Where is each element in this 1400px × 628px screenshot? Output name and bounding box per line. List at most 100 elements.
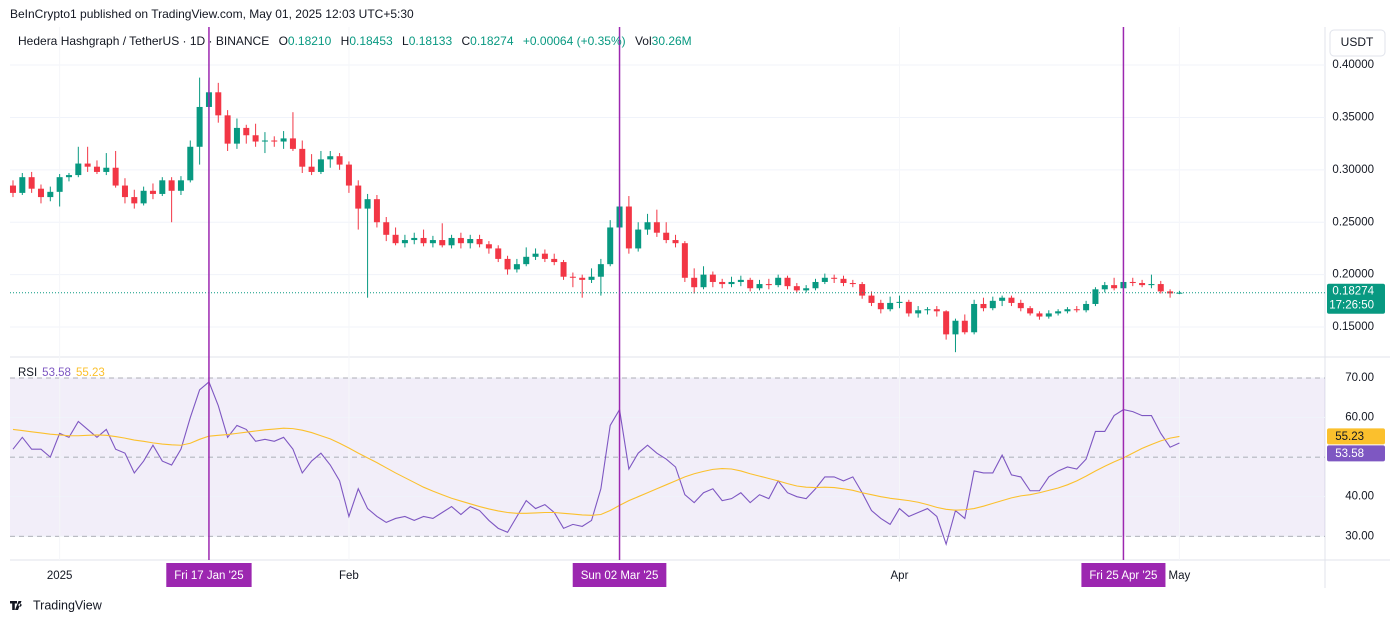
x-tick-label: May bbox=[1169, 570, 1191, 582]
candle-body bbox=[37, 188, 44, 198]
candle-body bbox=[233, 127, 240, 144]
candle-body bbox=[728, 281, 735, 285]
candle-body bbox=[383, 222, 390, 235]
candle-body bbox=[971, 303, 978, 333]
y-tick-label: 40.00 bbox=[1345, 491, 1374, 503]
y-tick-label: 30.00 bbox=[1345, 530, 1374, 542]
candle-body bbox=[308, 166, 315, 172]
y-tick-label: 0.15000 bbox=[1332, 321, 1374, 333]
rsi-value-label: 53.58 bbox=[1335, 448, 1364, 460]
legend-value: 0.18274 bbox=[470, 34, 514, 48]
candle-body bbox=[317, 159, 324, 172]
candle-body bbox=[1008, 297, 1015, 303]
candle-body bbox=[915, 310, 922, 314]
candle-body bbox=[513, 264, 520, 270]
candle-body bbox=[523, 256, 530, 265]
rsi-line bbox=[12, 381, 1180, 547]
candle-body bbox=[821, 277, 828, 282]
candle-body bbox=[271, 140, 278, 142]
candle-body bbox=[56, 177, 63, 192]
candle-body bbox=[691, 277, 698, 288]
candle-body bbox=[532, 253, 539, 257]
rsi-legend-value: 53.58 bbox=[42, 367, 71, 379]
candle-body bbox=[681, 243, 688, 278]
candle-body bbox=[485, 244, 492, 249]
candle-body bbox=[420, 237, 427, 244]
candle-body bbox=[289, 138, 296, 149]
legend-value: 0.18210 bbox=[288, 34, 332, 48]
candle-body bbox=[364, 199, 371, 209]
candle-body bbox=[196, 106, 203, 147]
candle-body bbox=[327, 156, 334, 160]
candle-body bbox=[1167, 291, 1174, 294]
candle-body bbox=[9, 185, 16, 193]
candle-body bbox=[700, 274, 707, 288]
candle-body bbox=[999, 297, 1006, 301]
candle-body bbox=[1055, 311, 1062, 314]
candle-body bbox=[952, 320, 959, 335]
candle-body bbox=[849, 283, 856, 285]
candle-body bbox=[709, 274, 716, 282]
candle-body bbox=[663, 232, 670, 241]
candle-body bbox=[840, 278, 847, 284]
candle-body bbox=[168, 180, 175, 191]
candle-body bbox=[476, 239, 483, 245]
candle-body bbox=[131, 197, 138, 204]
candle-body bbox=[495, 248, 502, 259]
legend-key: H bbox=[341, 34, 350, 48]
candle-body bbox=[65, 175, 72, 178]
legend-value: 0.18453 bbox=[349, 34, 393, 48]
y-tick-label: 0.40000 bbox=[1332, 59, 1374, 71]
candle-body bbox=[859, 284, 866, 296]
x-tick-label: 2025 bbox=[47, 570, 73, 582]
candle-body bbox=[439, 240, 446, 246]
rsi-legend-value: 55.23 bbox=[76, 367, 105, 379]
footer-logo: TradingView bbox=[10, 598, 103, 612]
candle-body bbox=[299, 148, 306, 167]
candle-body bbox=[793, 286, 800, 291]
marker-label-box bbox=[572, 563, 667, 587]
rsi-line bbox=[12, 427, 1180, 516]
currency-button[interactable] bbox=[1329, 29, 1386, 57]
candle-body bbox=[588, 276, 595, 280]
candle-body bbox=[812, 281, 819, 289]
y-tick-label: 0.20000 bbox=[1332, 269, 1374, 281]
marker-label-box bbox=[1081, 563, 1166, 587]
currency-label[interactable]: USDT bbox=[1341, 35, 1374, 49]
candle-body bbox=[1139, 283, 1146, 286]
candle-body bbox=[392, 234, 399, 244]
candle-body bbox=[401, 240, 408, 244]
candle-body bbox=[1157, 284, 1164, 292]
candle-body bbox=[103, 167, 110, 172]
candle-body bbox=[177, 180, 184, 191]
candle-body bbox=[121, 185, 128, 198]
candle-body bbox=[775, 277, 782, 286]
candle-body bbox=[448, 237, 455, 246]
candle-body bbox=[784, 277, 791, 287]
candle-body bbox=[261, 140, 268, 142]
candle-body bbox=[719, 281, 726, 285]
countdown-label: 17:26:50 bbox=[1329, 300, 1374, 312]
candle-body bbox=[961, 320, 968, 333]
candle-body bbox=[579, 277, 586, 280]
candle-body bbox=[429, 240, 436, 244]
candle-body bbox=[215, 92, 222, 116]
last-price-label: 0.18274 bbox=[1332, 286, 1374, 298]
candle-body bbox=[467, 239, 474, 244]
candle-body bbox=[1027, 308, 1034, 314]
candle-body bbox=[635, 229, 642, 249]
candle-body bbox=[224, 115, 231, 144]
candle-body bbox=[243, 127, 250, 136]
candle-body bbox=[504, 258, 511, 270]
symbol-legend: Hedera Hashgraph / TetherUS · 1D · BINAN… bbox=[18, 34, 692, 48]
candle-body bbox=[803, 288, 810, 291]
candle-body bbox=[373, 199, 380, 223]
candle-body bbox=[653, 222, 660, 233]
candle-body bbox=[737, 279, 744, 282]
rsi-legend-title: RSI bbox=[18, 367, 37, 379]
candle-body bbox=[1129, 281, 1136, 284]
candle-body bbox=[569, 276, 576, 278]
y-tick-label: 0.35000 bbox=[1332, 111, 1374, 123]
